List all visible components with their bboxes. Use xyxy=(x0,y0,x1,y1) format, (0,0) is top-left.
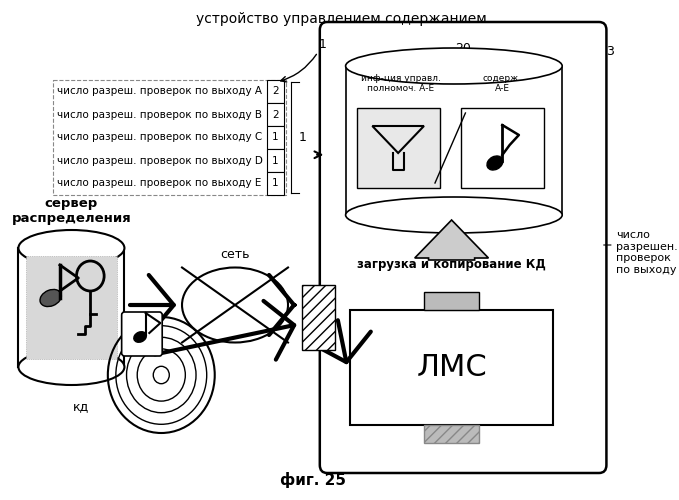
Text: устройство управлением содержанием: устройство управлением содержанием xyxy=(196,12,486,26)
Ellipse shape xyxy=(182,268,288,342)
Bar xyxy=(424,292,479,310)
Bar xyxy=(302,285,335,350)
Bar xyxy=(424,425,479,443)
Text: 1: 1 xyxy=(272,178,279,188)
Ellipse shape xyxy=(346,197,562,233)
Ellipse shape xyxy=(487,156,503,170)
Bar xyxy=(268,80,284,103)
Text: число разреш. проверок по выходу B: число разреш. проверок по выходу B xyxy=(57,110,262,120)
Text: 1: 1 xyxy=(272,132,279,142)
Text: фиг. 25: фиг. 25 xyxy=(280,472,346,488)
Text: число разреш. проверок по выходу D: число разреш. проверок по выходу D xyxy=(57,156,263,166)
Ellipse shape xyxy=(346,48,562,84)
Bar xyxy=(268,172,284,195)
Bar xyxy=(268,103,284,126)
Text: 20: 20 xyxy=(455,42,471,55)
Text: 1: 1 xyxy=(318,38,327,52)
FancyBboxPatch shape xyxy=(320,22,606,473)
Text: 1: 1 xyxy=(298,131,306,144)
Text: 2: 2 xyxy=(272,86,279,97)
Bar xyxy=(346,66,562,215)
Bar xyxy=(54,80,286,195)
Text: 3: 3 xyxy=(606,45,614,58)
Bar xyxy=(26,256,117,359)
Bar xyxy=(461,108,544,188)
Text: инф-ция управл.
полномоч. А-Е: инф-ция управл. полномоч. А-Е xyxy=(361,74,441,94)
Ellipse shape xyxy=(18,230,124,266)
Circle shape xyxy=(153,366,169,384)
Text: ЛМС: ЛМС xyxy=(416,353,487,382)
Text: число разреш. проверок по выходу А: число разреш. проверок по выходу А xyxy=(57,86,262,97)
Polygon shape xyxy=(415,220,488,260)
Bar xyxy=(350,310,553,425)
Text: сервер
распределения: сервер распределения xyxy=(12,197,131,225)
Bar xyxy=(356,108,439,188)
Ellipse shape xyxy=(18,349,124,385)
Text: число разреш. проверок по выходу C: число разреш. проверок по выходу C xyxy=(57,132,262,142)
Text: кд: кд xyxy=(73,400,89,413)
FancyBboxPatch shape xyxy=(122,312,162,356)
Text: число
разрешен.
проверок
по выходу: число разрешен. проверок по выходу xyxy=(616,230,678,275)
Text: сеть: сеть xyxy=(220,248,250,262)
Bar xyxy=(268,126,284,149)
Text: 1: 1 xyxy=(272,156,279,166)
Bar xyxy=(268,149,284,172)
Text: загрузка и копирование КД: загрузка и копирование КД xyxy=(357,258,546,271)
Text: число разреш. проверок по выходу E: число разреш. проверок по выходу E xyxy=(57,178,261,188)
Text: 2: 2 xyxy=(272,110,279,120)
Text: содерж.
А-Е: содерж. А-Е xyxy=(483,74,522,94)
Ellipse shape xyxy=(40,290,61,306)
Bar xyxy=(18,248,124,367)
Ellipse shape xyxy=(134,332,147,342)
